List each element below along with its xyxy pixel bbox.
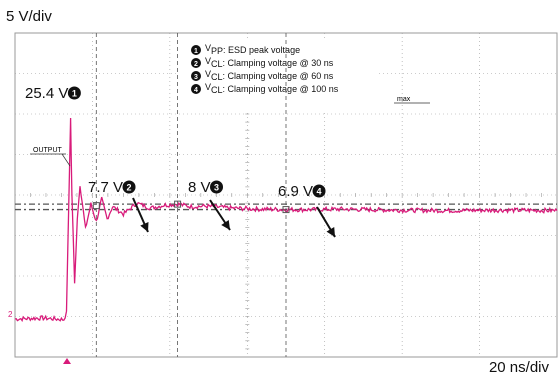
annotations: 25.4 V 1 7.7 V 2 8 V 3 6.9 V 4 bbox=[25, 33, 336, 357]
cursor-marker bbox=[282, 206, 290, 214]
annotation-arrowhead bbox=[221, 220, 230, 230]
annotation-arrowhead bbox=[140, 221, 149, 232]
legend-entry: VCL: Clamping voltage @ 100 ns bbox=[205, 82, 339, 95]
cursor-marker bbox=[92, 202, 100, 210]
annotation-label: 7.7 V bbox=[88, 179, 123, 196]
trigger-marker bbox=[63, 358, 71, 364]
annotation-number-badge bbox=[210, 180, 224, 194]
legend-box: 1 VPP: ESD peak voltage 2 VCL: Clamping vol… bbox=[176, 40, 376, 112]
annotation-label: 6.9 V bbox=[278, 183, 313, 200]
legend-number: 3 bbox=[194, 74, 198, 81]
annotation-number-badge bbox=[122, 180, 136, 194]
annotation-number-badge bbox=[312, 184, 326, 198]
legend-entry: VCL: Clamping voltage @ 60 ns bbox=[205, 69, 334, 82]
annotation-number: 3 bbox=[214, 183, 219, 193]
horizontal-scale-label: 20 ns/div bbox=[488, 359, 549, 376]
annotation-number: 2 bbox=[127, 183, 132, 193]
legend-number-badge bbox=[191, 84, 201, 94]
annotation-number: 4 bbox=[317, 187, 322, 197]
output-trace bbox=[14, 117, 558, 323]
legend-number: 1 bbox=[194, 48, 198, 55]
annotation-number-badge bbox=[67, 86, 81, 100]
output-label: OUTPUT bbox=[33, 147, 63, 154]
annotation-arrowhead bbox=[326, 226, 335, 237]
legend-number-badge bbox=[191, 58, 201, 68]
legend-number-badge bbox=[191, 45, 201, 55]
cursor-marker bbox=[174, 200, 182, 208]
legend-number: 2 bbox=[194, 61, 198, 68]
legend-entry: VPP: ESD peak voltage bbox=[205, 43, 300, 56]
output-label-leader bbox=[61, 153, 71, 167]
legend-entry: VCL: Clamping voltage @ 30 ns bbox=[205, 56, 334, 69]
legend-number: 4 bbox=[194, 87, 198, 94]
legend-number-badge bbox=[191, 71, 201, 81]
max-label: max bbox=[397, 96, 411, 103]
annotation-label: 25.4 V bbox=[25, 85, 68, 102]
annotation-label: 8 V bbox=[188, 179, 211, 196]
channel-marker: 2 bbox=[8, 310, 13, 319]
vertical-scale-label: 5 V/div bbox=[6, 8, 52, 25]
annotation-number: 1 bbox=[72, 89, 77, 99]
